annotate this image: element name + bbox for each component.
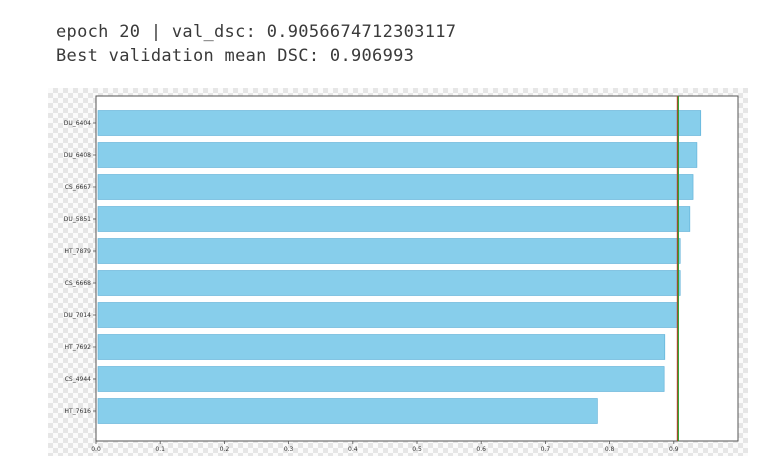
x-tick-label: 0.3 [284,446,294,453]
bars-group [97,110,702,424]
bar-ht-7616 [97,398,598,424]
x-tick-label: 0.1 [155,446,165,453]
x-tick-label: 0.0 [91,446,101,453]
x-tick-label: 0.2 [220,446,230,453]
x-tick-label: 0.7 [541,446,551,453]
y-tick-label: DU_5851 [64,216,91,223]
y-tick-label: DU_6404 [64,120,91,127]
y-tick-label: DU_7014 [64,312,91,319]
y-tick-label: CS_4944 [65,376,91,383]
x-tick-label: 0.9 [669,446,679,453]
x-tick-label: 0.4 [348,446,358,453]
bar-du-6408 [97,142,698,168]
bar-du-7014 [97,302,678,328]
bar-cs-6667 [97,174,694,200]
bar-du-5851 [97,206,691,232]
bar-cs-4944 [97,366,665,392]
bar-du-6404 [97,110,702,136]
reference-lines-group [676,96,679,441]
y-tick-label: HT_7616 [65,408,92,415]
x-tick-label: 0.5 [412,446,422,453]
bar-cs-6668 [97,270,681,296]
x-tick-label: 0.8 [605,446,615,453]
y-tick-label: HT_7692 [65,344,92,351]
bar-ht-7692 [97,334,666,360]
epoch-log-line: epoch 20 | val_dsc: 0.9056674712303117 [56,22,457,42]
y-ticks-group: DU_6404 DU_6408 CS_6667 DU_5851 HT_7879 CS_66… [64,120,96,415]
y-tick-label: CS_6667 [65,184,91,191]
y-tick-label: DU_6408 [64,152,91,159]
y-tick-label: HT_7879 [65,248,92,255]
x-ticks-group: 0.0 0.1 0.2 0.3 0.4 0.5 0.6 0.7 0.8 0.9 [91,441,679,453]
best-validation-line: Best validation mean DSC: 0.906993 [56,46,415,66]
y-tick-label: CS_6668 [65,280,91,287]
x-tick-label: 0.6 [476,446,486,453]
bar-ht-7879 [97,238,681,264]
